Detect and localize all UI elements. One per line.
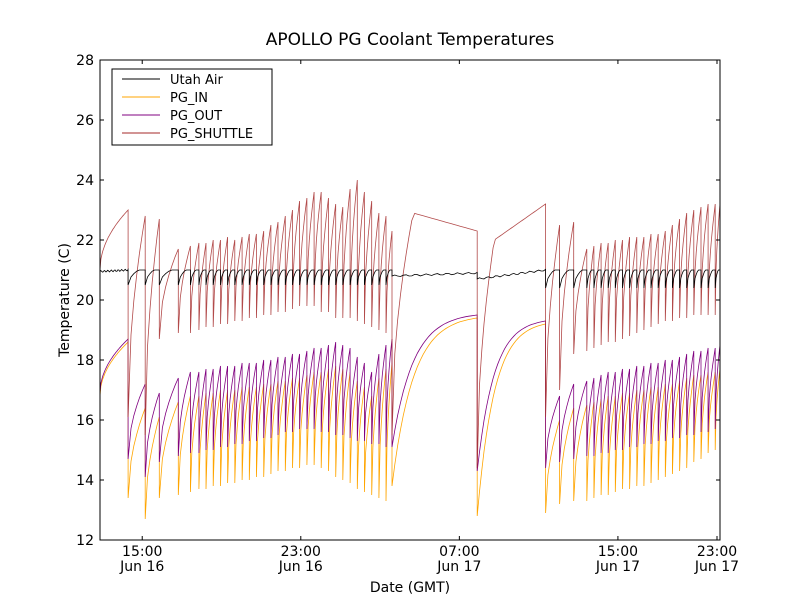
x-tick-label-time: 15:00 bbox=[122, 544, 162, 560]
x-tick-label-date: Jun 16 bbox=[278, 559, 323, 575]
y-tick-label: 22 bbox=[76, 233, 94, 249]
x-tick-label-time: 23:00 bbox=[281, 544, 321, 560]
x-tick-label-time: 15:00 bbox=[598, 544, 638, 560]
y-tick-label: 18 bbox=[76, 353, 94, 369]
chart-title: APOLLO PG Coolant Temperatures bbox=[266, 30, 555, 50]
y-axis-label: Temperature (C) bbox=[57, 243, 73, 358]
x-axis-label: Date (GMT) bbox=[370, 580, 450, 596]
series-line-pg-shuttle bbox=[99, 179, 721, 469]
y-tick-label: 14 bbox=[76, 473, 94, 489]
legend-label: Utah Air bbox=[170, 73, 223, 88]
x-tick-label-date: Jun 17 bbox=[694, 559, 739, 575]
series-line-utah-air bbox=[99, 268, 720, 289]
x-tick-label-time: 07:00 bbox=[439, 544, 479, 560]
series-line-pg-out bbox=[99, 314, 721, 478]
y-tick-label: 26 bbox=[76, 113, 94, 129]
plot-lines bbox=[99, 179, 721, 520]
x-tick-label-date: Jun 16 bbox=[119, 559, 164, 575]
x-tick-label-date: Jun 17 bbox=[436, 559, 481, 575]
x-tick-label-time: 23:00 bbox=[697, 544, 737, 560]
y-tick-label: 28 bbox=[76, 53, 94, 69]
legend-frame bbox=[111, 68, 273, 146]
y-tick-label: 24 bbox=[76, 173, 94, 189]
y-tick-label: 20 bbox=[76, 293, 94, 309]
legend-label: PG_OUT bbox=[170, 109, 222, 124]
series-line-pg-in bbox=[99, 317, 721, 520]
y-tick-label: 12 bbox=[76, 533, 94, 549]
x-tick-label-date: Jun 17 bbox=[595, 559, 640, 575]
legend: Utah Air PG_IN PG_OUT PG_SHUTTLE bbox=[111, 68, 273, 146]
legend-label: PG_IN bbox=[170, 91, 208, 106]
legend-label: PG_SHUTTLE bbox=[170, 127, 253, 142]
y-axis: 12 14 16 18 20 22 24 26 28 bbox=[76, 53, 720, 549]
y-tick-label: 16 bbox=[76, 413, 94, 429]
